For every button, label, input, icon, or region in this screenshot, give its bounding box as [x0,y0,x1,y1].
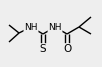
Text: NH: NH [48,23,62,31]
Text: NH: NH [24,23,38,31]
Text: O: O [63,44,71,54]
Text: S: S [40,44,46,54]
